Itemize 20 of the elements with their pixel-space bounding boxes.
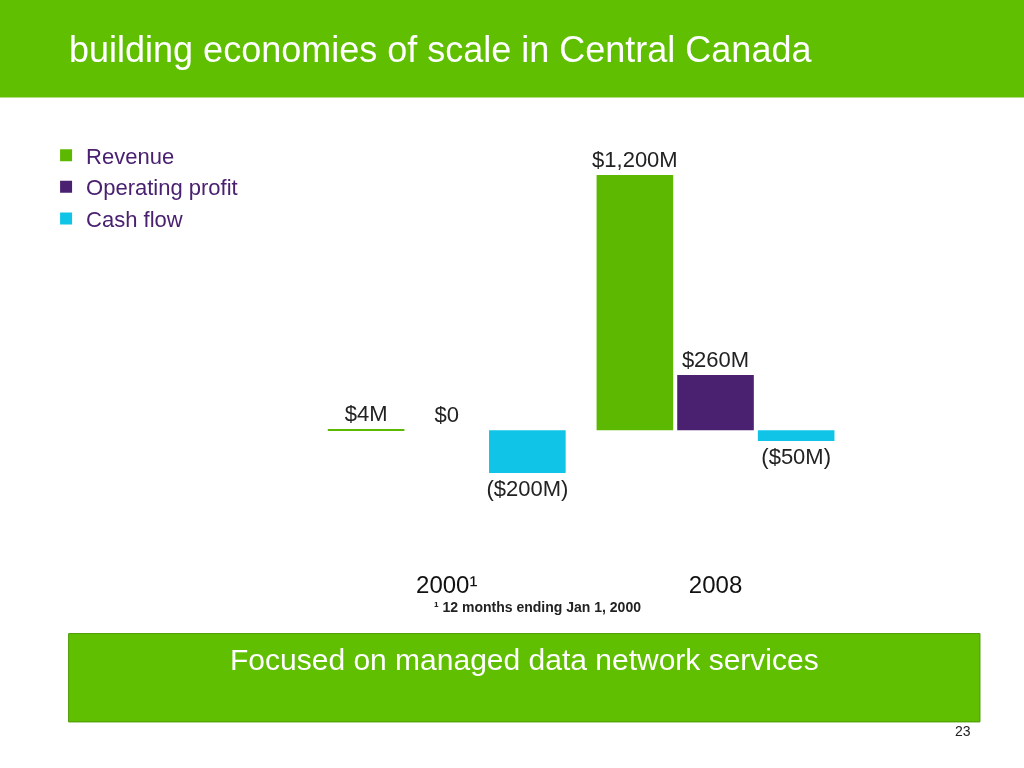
text: Focused on managed data network services xyxy=(230,643,819,676)
chart-title: building economies of scale in Central Canada xyxy=(69,29,813,70)
data-label: ($200M) xyxy=(486,475,569,501)
data-label: $4M xyxy=(344,400,388,426)
data-label: $1,200M xyxy=(592,146,678,172)
data-label: ($50M) xyxy=(761,444,831,470)
legend-label: Revenue xyxy=(86,143,175,169)
text: ¹ 12 months ending Jan 1, 2000 xyxy=(434,599,642,615)
bar xyxy=(677,375,754,431)
legend-label: Cash flow xyxy=(86,206,183,232)
bar xyxy=(327,428,405,431)
bar xyxy=(489,430,566,473)
legend-label: Operating profit xyxy=(86,175,238,201)
text: 23 xyxy=(955,723,971,739)
data-label: $0 xyxy=(434,402,459,428)
x-tick-label: 2008 xyxy=(688,571,743,599)
x-tick-label: 2000¹ xyxy=(416,571,478,599)
data-label: $260M xyxy=(681,347,750,373)
bar xyxy=(757,430,835,442)
bar xyxy=(596,174,674,431)
